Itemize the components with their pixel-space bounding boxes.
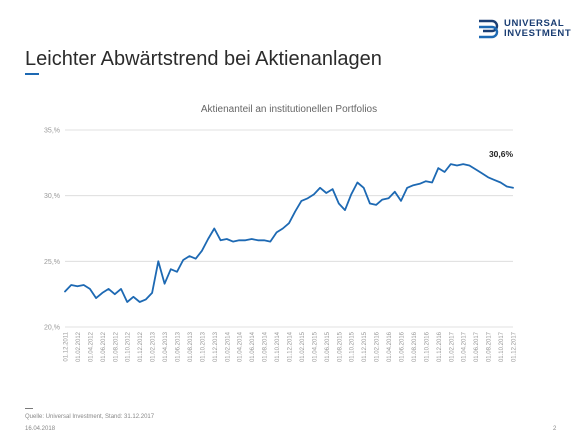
x-tick-label: 01.10.2016 xyxy=(424,331,430,362)
x-tick-label: 01.12.2014 xyxy=(288,331,294,362)
x-tick-label: 01.12.2017 xyxy=(512,331,518,362)
x-tick-label: 01.02.2017 xyxy=(449,331,455,362)
x-tick-label: 01.06.2016 xyxy=(400,331,406,362)
x-tick-label: 01.08.2015 xyxy=(337,331,343,362)
x-tick-label: 01.06.2013 xyxy=(176,331,182,362)
x-tick-label: 01.12.2013 xyxy=(213,331,219,362)
x-tick-label: 01.10.2013 xyxy=(200,331,206,362)
x-tick-label: 01.06.2012 xyxy=(101,331,107,362)
x-tick-label: 01.08.2012 xyxy=(113,331,119,362)
source-note: Quelle: Universal Investment, Stand: 31.… xyxy=(25,414,155,420)
x-tick-label: 01.02.2014 xyxy=(225,331,231,362)
y-tick-label: 25,% xyxy=(44,259,60,266)
end-value-label: 30,6% xyxy=(489,149,514,159)
y-tick-label: 20,% xyxy=(44,325,60,332)
x-tick-label: 01.12.2016 xyxy=(437,331,443,362)
x-tick-label: 01.10.2017 xyxy=(499,331,505,362)
x-tick-label: 01.04.2016 xyxy=(387,331,393,362)
logo-mark-icon xyxy=(479,19,499,39)
x-tick-label: 01.04.2014 xyxy=(238,331,244,362)
x-tick-label: 01.08.2016 xyxy=(412,331,418,362)
x-tick-label: 01.04.2015 xyxy=(312,331,318,362)
x-tick-label: 01.08.2017 xyxy=(487,331,493,362)
x-tick-label: 01.10.2014 xyxy=(275,331,281,362)
y-tick-label: 30,% xyxy=(44,193,60,200)
y-tick-label: 35,% xyxy=(44,128,60,135)
x-tick-label: 01.02.2012 xyxy=(76,331,82,362)
series-line xyxy=(64,163,514,303)
x-tick-label: 01.04.2012 xyxy=(88,331,94,362)
x-tick-label: 01.02.2013 xyxy=(151,331,157,362)
footer-rule xyxy=(25,408,33,409)
x-tick-label: 01.02.2015 xyxy=(300,331,306,362)
x-tick-label: 01.12.2011 xyxy=(64,331,70,361)
x-tick-label: 01.02.2016 xyxy=(375,331,381,362)
universal-investment-logo: UNIVERSAL INVESTMENT xyxy=(477,18,571,40)
logo-text-line2: INVESTMENT xyxy=(504,28,572,39)
slide-date: 16.04.2018 xyxy=(25,426,56,432)
x-tick-label: 01.04.2013 xyxy=(163,331,169,362)
x-tick-label: 01.06.2014 xyxy=(250,331,256,362)
x-tick-label: 01.08.2013 xyxy=(188,331,194,362)
chart-title: Aktienanteil an institutionellen Portfol… xyxy=(201,104,377,115)
x-tick-label: 01.12.2015 xyxy=(362,331,368,362)
x-tick-label: 01.12.2012 xyxy=(138,331,144,362)
x-tick-label: 01.10.2012 xyxy=(126,331,132,362)
page-number: 2 xyxy=(553,426,557,432)
x-tick-label: 01.06.2017 xyxy=(474,331,480,362)
title-accent-rule xyxy=(25,73,39,75)
x-tick-label: 01.10.2015 xyxy=(350,331,356,362)
x-tick-label: 01.06.2015 xyxy=(325,331,331,362)
x-tick-label: 01.04.2017 xyxy=(462,331,468,362)
page-title: Leichter Abwärtstrend bei Aktienanlagen xyxy=(25,48,382,70)
x-tick-label: 01.08.2014 xyxy=(263,331,269,362)
logo-text-line1: UNIVERSAL xyxy=(504,18,565,29)
